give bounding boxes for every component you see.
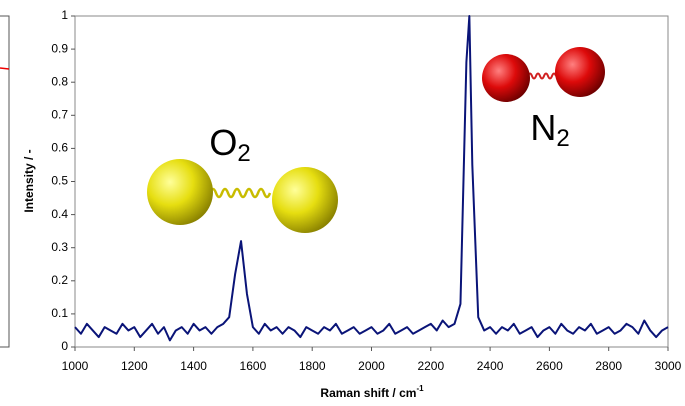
y-tick-label: 0.7 (51, 107, 68, 121)
x-tick-label: 1000 (62, 359, 89, 373)
y-tick-label: 0.3 (51, 240, 68, 254)
x-axis-label-sup: -1 (416, 384, 424, 393)
partial-neighbor-chart (0, 15, 10, 348)
x-tick-label: 3000 (655, 359, 682, 373)
x-axis-label: Raman shift / cm-1 (320, 384, 424, 400)
y-tick-label: 0 (61, 339, 68, 353)
annotation-text: N (530, 107, 556, 148)
spectrum-line (74, 15, 669, 342)
y-tick-label: 0.5 (51, 174, 68, 188)
x-tick-label: 2600 (536, 359, 563, 373)
molecules (147, 47, 605, 233)
x-tick-label: 2800 (595, 359, 622, 373)
x-tick-label: 1200 (121, 359, 148, 373)
x-tick-label: 1800 (299, 359, 326, 373)
y-axis-label: Intensity / - (22, 149, 36, 212)
y-tick-label: 0.8 (51, 74, 68, 88)
x-tick-label: 2200 (417, 359, 444, 373)
annotation: N2 (530, 107, 569, 153)
x-tick-label: 1600 (240, 359, 267, 373)
y-tick-label: 0.9 (51, 41, 68, 55)
y-tick-label: 0.6 (51, 141, 68, 155)
x-tick-label: 2000 (358, 359, 385, 373)
y-tick-label: 0.2 (51, 273, 68, 287)
x-axis-label-text: Raman shift / cm (320, 386, 416, 400)
annotation-sub: 2 (556, 125, 569, 152)
y-tick-label: 0.1 (51, 306, 68, 320)
y-tick-label: 0.4 (51, 207, 68, 221)
annotation-text: O (209, 122, 237, 163)
annotation-sub: 2 (237, 140, 250, 167)
x-tick-label: 1400 (180, 359, 207, 373)
annotation: O2 (209, 122, 250, 168)
y-tick-label: 1 (61, 8, 68, 22)
x-tick-label: 2400 (477, 359, 504, 373)
